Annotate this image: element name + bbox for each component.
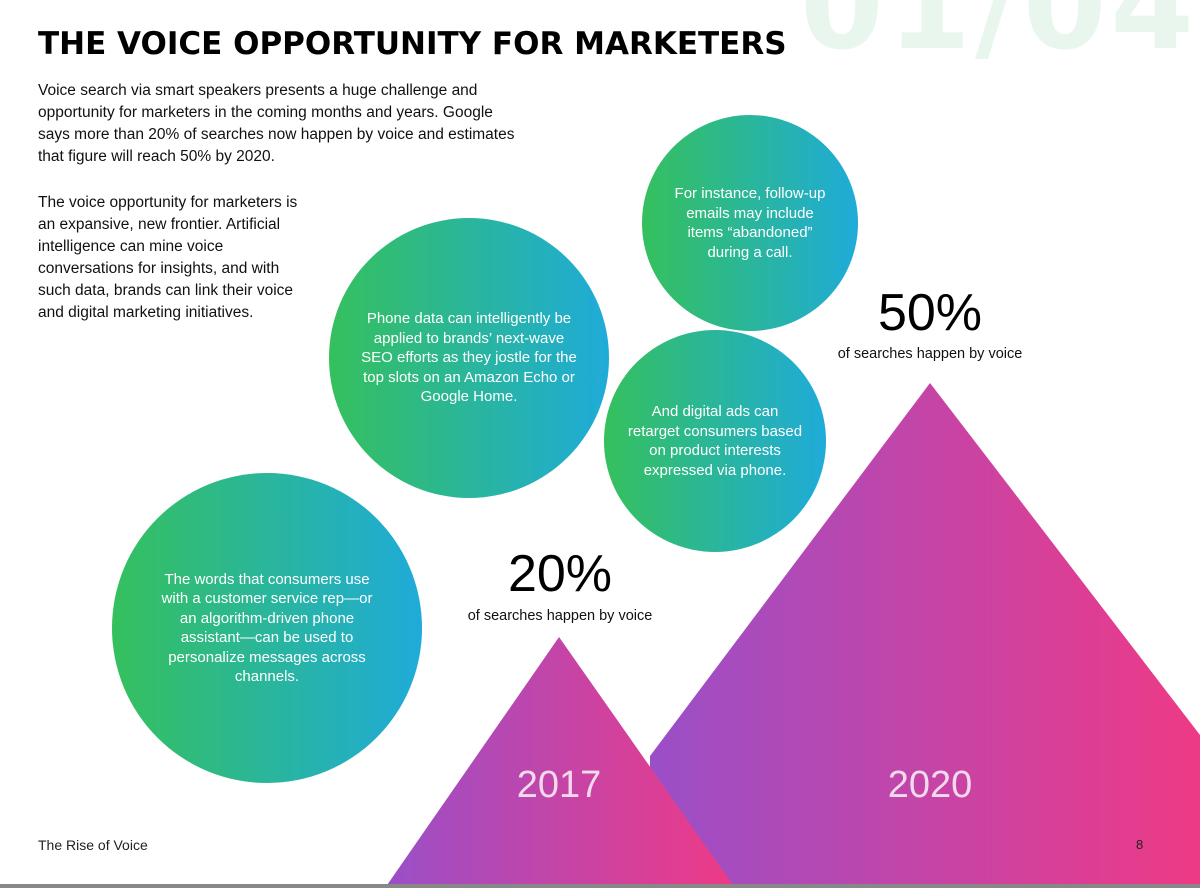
watermark: 01/04 xyxy=(800,0,1198,77)
page-number: 8 xyxy=(1136,837,1144,852)
stat-2017-value: 20% xyxy=(507,545,613,603)
bubble-personalize-messages: The words that consumers use with a cust… xyxy=(112,473,422,783)
stat-2017-caption: of searches happen by voice xyxy=(467,608,653,624)
bubble-text: The words that consumers use with a cust… xyxy=(161,570,373,686)
bubble-seo-efforts: Phone data can intelligently be applied … xyxy=(329,218,609,498)
year-2020-label: 2020 xyxy=(887,764,973,806)
stat-2020-caption: of searches happen by voice xyxy=(837,346,1023,362)
intro-paragraph: Voice search via smart speakers presents… xyxy=(38,82,515,165)
bubble-text: For instance, follow-up emails may inclu… xyxy=(674,185,826,261)
bubble-text: And digital ads can retarget consumers b… xyxy=(627,403,803,479)
footer-document-title: The Rise of Voice xyxy=(38,837,148,853)
stat-2020-value: 50% xyxy=(877,284,983,342)
bottom-divider xyxy=(0,884,1200,888)
page-title: THE VOICE OPPORTUNITY FOR MARKETERS xyxy=(38,26,787,62)
triangle-2017 xyxy=(385,637,735,888)
bubble-digital-ads: And digital ads can retarget consumers b… xyxy=(604,330,826,552)
triangle-2020 xyxy=(650,383,1200,888)
year-2017-label: 2017 xyxy=(516,764,602,806)
bubble-follow-up-emails: For instance, follow-up emails may inclu… xyxy=(642,115,858,331)
body-paragraph: The voice opportunity for marketers is a… xyxy=(38,194,298,321)
bubble-text: Phone data can intelligently be applied … xyxy=(361,310,577,406)
